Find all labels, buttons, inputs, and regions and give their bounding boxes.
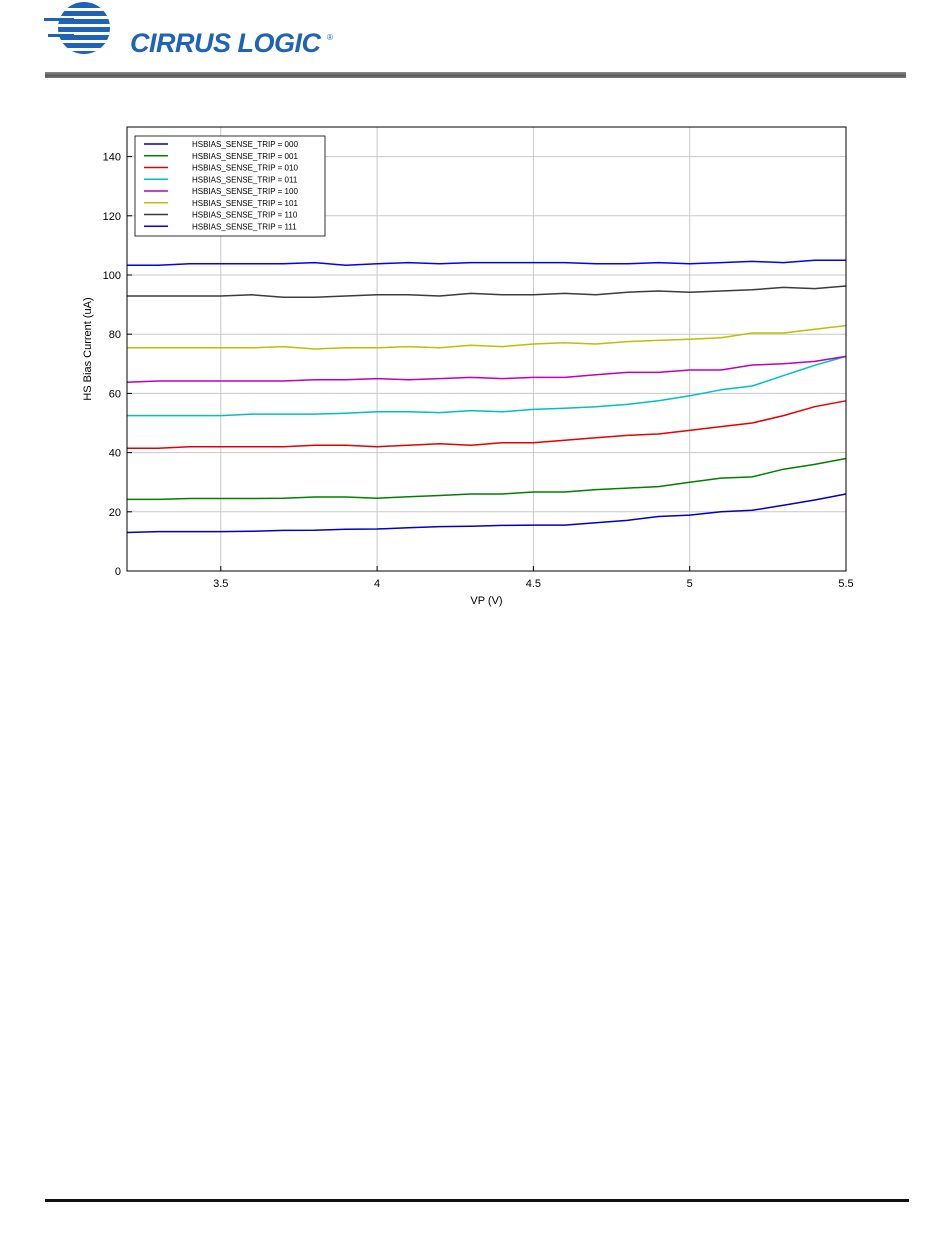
series-line-6 [127, 285, 847, 298]
legend-label: HSBIAS_SENSE_TRIP = 010 [192, 164, 298, 173]
y-tick-label: 60 [109, 388, 121, 400]
x-tick-label: 5.5 [838, 578, 853, 590]
legend-box [134, 135, 326, 237]
legend-label: HSBIAS_SENSE_TRIP = 001 [192, 152, 298, 161]
logo-registered-mark: ® [327, 33, 333, 42]
legend-label: HSBIAS_SENSE_TRIP = 101 [192, 199, 298, 208]
hs-bias-current-chart: 3.5 4 4.5 5 5.5 0 20 40 60 80 100 120 140 VP (V) HS … [82, 126, 854, 607]
footer-rule [45, 1199, 909, 1202]
y-tick-label: 40 [109, 448, 121, 460]
legend-label: HSBIAS_SENSE_TRIP = 110 [192, 211, 298, 220]
series-line-7 [127, 259, 846, 266]
x-tick-label: 4.5 [526, 578, 541, 590]
x-tick-label: 5 [687, 578, 693, 590]
legend-label: HSBIAS_SENSE_TRIP = 000 [192, 140, 298, 149]
series-line-2 [127, 400, 847, 449]
y-tick-label: 140 [103, 152, 121, 164]
cirrus-logic-logo: CIRRUS LOGIC ® [44, 2, 333, 58]
y-tick-label: 100 [103, 270, 121, 282]
series-line-4 [126, 355, 847, 383]
chart-ticks: 3.5 4 4.5 5 5.5 0 20 40 60 80 100 120 140 [103, 152, 854, 590]
x-tick-label: 4 [374, 578, 380, 590]
series-line-3 [127, 355, 847, 417]
chart-series [126, 259, 847, 534]
y-tick-label: 80 [109, 329, 121, 341]
logo-wordmark: CIRRUS LOGIC [130, 28, 322, 58]
legend-label: HSBIAS_SENSE_TRIP = 011 [192, 175, 298, 184]
chart-grid [127, 127, 846, 571]
y-tick-label: 20 [109, 507, 121, 519]
series-line-1 [127, 457, 847, 501]
plot-frame [126, 126, 847, 572]
series-line-0 [126, 493, 847, 534]
logo-emblem-icon [58, 2, 110, 54]
y-tick-label: 0 [115, 566, 121, 578]
legend-label: HSBIAS_SENSE_TRIP = 100 [192, 187, 298, 196]
y-axis-title: HS Bias Current (uA) [82, 297, 94, 400]
legend-label: HSBIAS_SENSE_TRIP = 111 [192, 222, 297, 231]
series-line-5 [127, 324, 847, 350]
x-axis-title: VP (V) [470, 595, 502, 607]
header-rule [45, 72, 906, 78]
y-tick-label: 120 [103, 211, 121, 223]
x-tick-label: 3.5 [213, 578, 228, 590]
chart-legend: HSBIAS_SENSE_TRIP = 000 HSBIAS_SENSE_TRIP… [134, 135, 326, 237]
